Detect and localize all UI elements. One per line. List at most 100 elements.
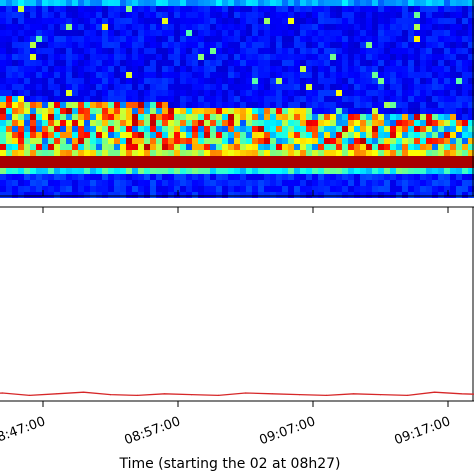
heatmap-cell [438, 96, 444, 102]
heatmap-cell [84, 54, 90, 60]
heatmap-cell [66, 150, 72, 156]
line-point [163, 393, 166, 395]
heatmap-cell [84, 18, 90, 24]
heatmap-cell [84, 84, 90, 90]
heatmap-cell [342, 168, 348, 174]
heatmap-cell [402, 0, 408, 6]
heatmap-cell [36, 138, 42, 144]
heatmap-cell [96, 168, 102, 174]
heatmap-cell [342, 156, 348, 162]
heatmap-cell [156, 54, 162, 60]
heatmap-cell [390, 108, 396, 114]
heatmap-cell [270, 6, 276, 12]
heatmap-cell [186, 54, 192, 60]
heatmap-cell [30, 18, 36, 24]
heatmap-cell [414, 156, 420, 162]
heatmap-cell [456, 60, 462, 66]
heatmap-cell [150, 48, 156, 54]
heatmap-cell [390, 150, 396, 156]
heatmap-cell [132, 102, 138, 108]
heatmap-cell [276, 66, 282, 72]
heatmap-cell [240, 36, 246, 42]
heatmap-cell [378, 90, 384, 96]
heatmap-cell [222, 90, 228, 96]
heatmap-cell [78, 42, 84, 48]
heatmap-cell [456, 192, 462, 198]
heatmap-cell [144, 132, 150, 138]
heatmap-cell [90, 180, 96, 186]
heatmap-cell [288, 138, 294, 144]
heatmap-cell [408, 156, 414, 162]
heatmap-cell [216, 54, 222, 60]
heatmap-cell [444, 54, 450, 60]
heatmap-cell [240, 180, 246, 186]
heatmap-cell [300, 150, 306, 156]
heatmap-cell [204, 84, 210, 90]
heatmap-cell [156, 66, 162, 72]
heatmap-cell [0, 78, 6, 84]
heatmap-cell [6, 0, 12, 6]
heatmap-cell [240, 156, 246, 162]
heatmap-cell [306, 192, 312, 198]
heatmap-cell [456, 12, 462, 18]
heatmap-cell [90, 60, 96, 66]
heatmap-cell [270, 66, 276, 72]
heatmap-cell [114, 162, 120, 168]
heatmap-cell [420, 174, 426, 180]
heatmap-cell [318, 66, 324, 72]
heatmap-cell [72, 60, 78, 66]
heatmap-cell [402, 138, 408, 144]
heatmap-cell [372, 144, 378, 150]
heatmap-cell [198, 90, 204, 96]
heatmap-cell [402, 102, 408, 108]
heatmap-cell [174, 156, 180, 162]
heatmap-cell [48, 174, 54, 180]
heatmap-cell [30, 102, 36, 108]
heatmap-cell [192, 132, 198, 138]
heatmap-cell [384, 36, 390, 42]
heatmap-cell [108, 12, 114, 18]
heatmap-cell [126, 192, 132, 198]
heatmap-cell [168, 90, 174, 96]
heatmap-cell [222, 180, 228, 186]
heatmap-cell [312, 84, 318, 90]
heatmap-cell [384, 72, 390, 78]
heatmap-cell [414, 120, 420, 126]
heatmap-cell [438, 72, 444, 78]
heatmap-cell [78, 156, 84, 162]
heatmap-cell [84, 60, 90, 66]
heatmap-cell [102, 6, 108, 12]
heatmap-cell [462, 66, 468, 72]
heatmap-cell [228, 90, 234, 96]
heatmap-cell [84, 156, 90, 162]
heatmap-cell [354, 48, 360, 54]
heatmap-cell [138, 180, 144, 186]
heatmap-cell [60, 192, 66, 198]
heatmap-cell [432, 66, 438, 72]
heatmap-cell [138, 138, 144, 144]
heatmap-cell [0, 138, 6, 144]
heatmap-cell [168, 156, 174, 162]
heatmap-cell [0, 90, 6, 96]
heatmap-cell [108, 6, 114, 12]
heatmap-cell [216, 24, 222, 30]
heatmap-cell [306, 96, 312, 102]
heatmap-cell [234, 36, 240, 42]
heatmap-cell [420, 54, 426, 60]
heatmap-cell [330, 162, 336, 168]
heatmap-cell [156, 60, 162, 66]
heatmap-cell [36, 48, 42, 54]
heatmap-cell [336, 30, 342, 36]
heatmap-cell [222, 102, 228, 108]
heatmap-cell [90, 150, 96, 156]
heatmap-cell [18, 162, 24, 168]
heatmap-cell [288, 6, 294, 12]
heatmap-cell [162, 90, 168, 96]
heatmap-cell [366, 36, 372, 42]
heatmap-cell [342, 42, 348, 48]
heatmap-cell [66, 96, 72, 102]
heatmap-cell [150, 126, 156, 132]
heatmap-cell [102, 108, 108, 114]
heatmap-cell [306, 168, 312, 174]
heatmap-cell [126, 174, 132, 180]
